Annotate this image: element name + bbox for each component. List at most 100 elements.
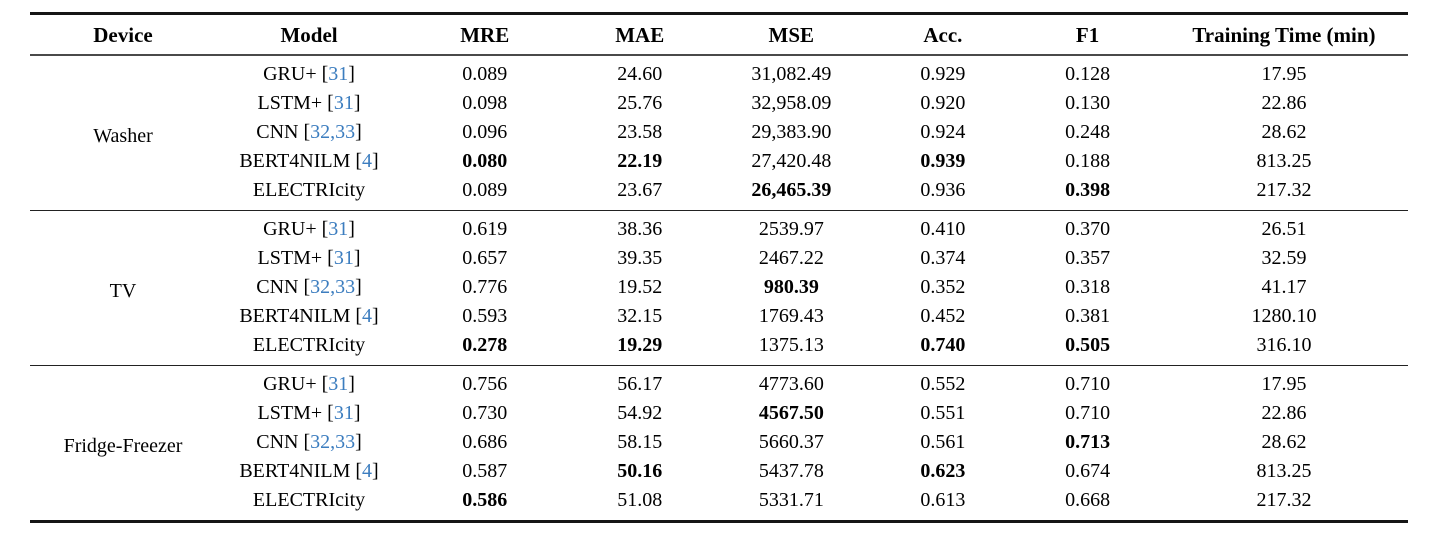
cell-f1: 0.674 bbox=[1065, 460, 1111, 482]
cell-acc: 0.936 bbox=[920, 179, 966, 201]
cell-mae: 54.92 bbox=[617, 402, 663, 424]
table-row: TV GRU+ [31] 0.619 38.36 2539.97 0.410 0… bbox=[30, 211, 1408, 302]
citation-link[interactable]: 31 bbox=[333, 92, 354, 114]
cell-training-time: 32.59 bbox=[1261, 247, 1307, 269]
citation-link[interactable]: 32,33 bbox=[310, 276, 356, 298]
col-header-mse: MSE bbox=[768, 23, 815, 47]
cell-training-time: 316.10 bbox=[1256, 334, 1312, 356]
cell-model: LSTM+ [31] bbox=[216, 399, 402, 428]
cell-mse: 4567.50 bbox=[758, 402, 824, 424]
cell-acc: 0.623 bbox=[920, 460, 966, 482]
cell-mse: 1375.13 bbox=[758, 334, 824, 356]
cell-acc: 0.740 bbox=[920, 334, 966, 356]
model-name: CNN [ bbox=[256, 276, 311, 298]
citation-link[interactable]: 31 bbox=[328, 373, 349, 395]
cell-mae: 19.29 bbox=[617, 334, 663, 356]
cell-mre: 0.593 bbox=[462, 305, 508, 327]
cell-mae: 24.60 bbox=[617, 63, 663, 85]
cell-f1: 0.505 bbox=[1065, 334, 1111, 356]
cell-mre: 0.776 bbox=[462, 276, 508, 298]
cell-model: GRU+ [31] bbox=[216, 366, 402, 400]
cell-model: BERT4NILM [4] bbox=[216, 147, 402, 176]
col-header-mre: MRE bbox=[460, 23, 510, 47]
cell-model: BERT4NILM [4] bbox=[216, 457, 402, 486]
cell-mae: 19.52 bbox=[617, 276, 663, 298]
citation-link[interactable]: 31 bbox=[333, 247, 354, 269]
citation-link[interactable]: 4 bbox=[362, 150, 373, 172]
cell-acc: 0.352 bbox=[920, 276, 966, 298]
cell-model: CNN [32,33] bbox=[216, 118, 402, 147]
model-suffix: ] bbox=[348, 218, 355, 240]
cell-mae: 51.08 bbox=[617, 489, 663, 511]
results-table-container: Device Model MRE MAE MSE Acc. F1 Trainin… bbox=[30, 12, 1408, 523]
cell-mse: 5331.71 bbox=[758, 489, 824, 511]
citation-link[interactable]: 31 bbox=[328, 218, 349, 240]
cell-acc: 0.374 bbox=[920, 247, 966, 269]
cell-mre: 0.096 bbox=[462, 121, 508, 143]
table-row: BERT4NILM [4] 0.080 22.19 27,420.48 0.93… bbox=[30, 147, 1408, 176]
cell-mre: 0.686 bbox=[462, 431, 508, 453]
model-suffix: ] bbox=[353, 247, 361, 269]
cell-mae: 23.67 bbox=[617, 179, 663, 201]
table-header: Device Model MRE MAE MSE Acc. F1 Trainin… bbox=[30, 13, 1408, 55]
citation-link[interactable]: 32,33 bbox=[310, 121, 356, 143]
col-header-training-time: Training Time (min) bbox=[1192, 23, 1376, 47]
cell-mse: 27,420.48 bbox=[751, 150, 832, 172]
cell-mse: 29,383.90 bbox=[751, 121, 832, 143]
cell-training-time: 17.95 bbox=[1261, 63, 1307, 85]
table-row: Fridge-Freezer GRU+ [31] 0.756 56.17 477… bbox=[30, 366, 1408, 457]
model-name: BERT4NILM [ bbox=[239, 150, 363, 172]
cell-training-time: 22.86 bbox=[1261, 92, 1307, 114]
col-header-mae: MAE bbox=[615, 23, 665, 47]
cell-f1: 0.381 bbox=[1065, 305, 1111, 327]
model-suffix: ] bbox=[355, 276, 362, 298]
cell-mae: 22.19 bbox=[617, 150, 663, 172]
model-name: GRU+ [ bbox=[263, 373, 329, 395]
cell-model: ELECTRIcity bbox=[216, 331, 402, 366]
cell-mae: 58.15 bbox=[617, 431, 663, 453]
model-name: ELECTRIcity bbox=[252, 489, 366, 511]
cell-mre: 0.089 bbox=[462, 63, 508, 85]
citation-link[interactable]: 32,33 bbox=[310, 431, 356, 453]
cell-mre: 0.089 bbox=[462, 179, 508, 201]
cell-training-time: 41.17 bbox=[1261, 276, 1307, 298]
cell-acc: 0.410 bbox=[920, 218, 966, 240]
cell-f1: 0.398 bbox=[1065, 179, 1111, 201]
table-row: ELECTRIcity 0.278 19.29 1375.13 0.740 0.… bbox=[30, 331, 1408, 366]
cell-model: CNN [32,33] bbox=[216, 428, 402, 457]
table-row: CNN [32,33] 0.096 23.58 29,383.90 0.924 … bbox=[30, 118, 1408, 147]
cell-model: GRU+ [31] bbox=[216, 55, 402, 89]
cell-mse: 4773.60 bbox=[758, 373, 824, 395]
cell-f1: 0.128 bbox=[1065, 63, 1111, 85]
model-suffix: ] bbox=[355, 431, 362, 453]
table-row: CNN [32,33] 0.776 19.52 980.39 0.352 0.3… bbox=[30, 273, 1408, 302]
model-name: BERT4NILM [ bbox=[239, 305, 363, 327]
device-group-fridge-freezer: Fridge-Freezer GRU+ [31] 0.756 56.17 477… bbox=[30, 366, 1408, 522]
cell-f1: 0.357 bbox=[1065, 247, 1111, 269]
cell-f1: 0.713 bbox=[1065, 431, 1111, 453]
citation-link[interactable]: 31 bbox=[328, 63, 349, 85]
table-row: LSTM+ [31] 0.730 54.92 4567.50 0.551 0.7… bbox=[30, 399, 1408, 428]
cell-model: CNN [32,33] bbox=[216, 273, 402, 302]
cell-mse: 1769.43 bbox=[758, 305, 824, 327]
model-suffix: ] bbox=[372, 150, 379, 172]
device-group-tv: TV GRU+ [31] 0.619 38.36 2539.97 0.410 0… bbox=[30, 211, 1408, 366]
cell-mre: 0.756 bbox=[462, 373, 508, 395]
cell-f1: 0.188 bbox=[1065, 150, 1111, 172]
model-suffix: ] bbox=[355, 121, 362, 143]
citation-link[interactable]: 4 bbox=[362, 305, 373, 327]
table-row: BERT4NILM [4] 0.587 50.16 5437.78 0.623 … bbox=[30, 457, 1408, 486]
cell-training-time: 217.32 bbox=[1256, 179, 1312, 201]
cell-f1: 0.710 bbox=[1065, 373, 1111, 395]
cell-mre: 0.278 bbox=[462, 334, 508, 356]
cell-f1: 0.370 bbox=[1065, 218, 1111, 240]
cell-mae: 56.17 bbox=[617, 373, 663, 395]
model-name: LSTM+ [ bbox=[257, 402, 334, 424]
cell-mae: 38.36 bbox=[617, 218, 663, 240]
citation-link[interactable]: 4 bbox=[362, 460, 373, 482]
citation-link[interactable]: 31 bbox=[333, 402, 354, 424]
cell-model: LSTM+ [31] bbox=[216, 89, 402, 118]
cell-acc: 0.552 bbox=[920, 373, 966, 395]
cell-training-time: 17.95 bbox=[1261, 373, 1307, 395]
model-name: ELECTRIcity bbox=[252, 334, 366, 356]
